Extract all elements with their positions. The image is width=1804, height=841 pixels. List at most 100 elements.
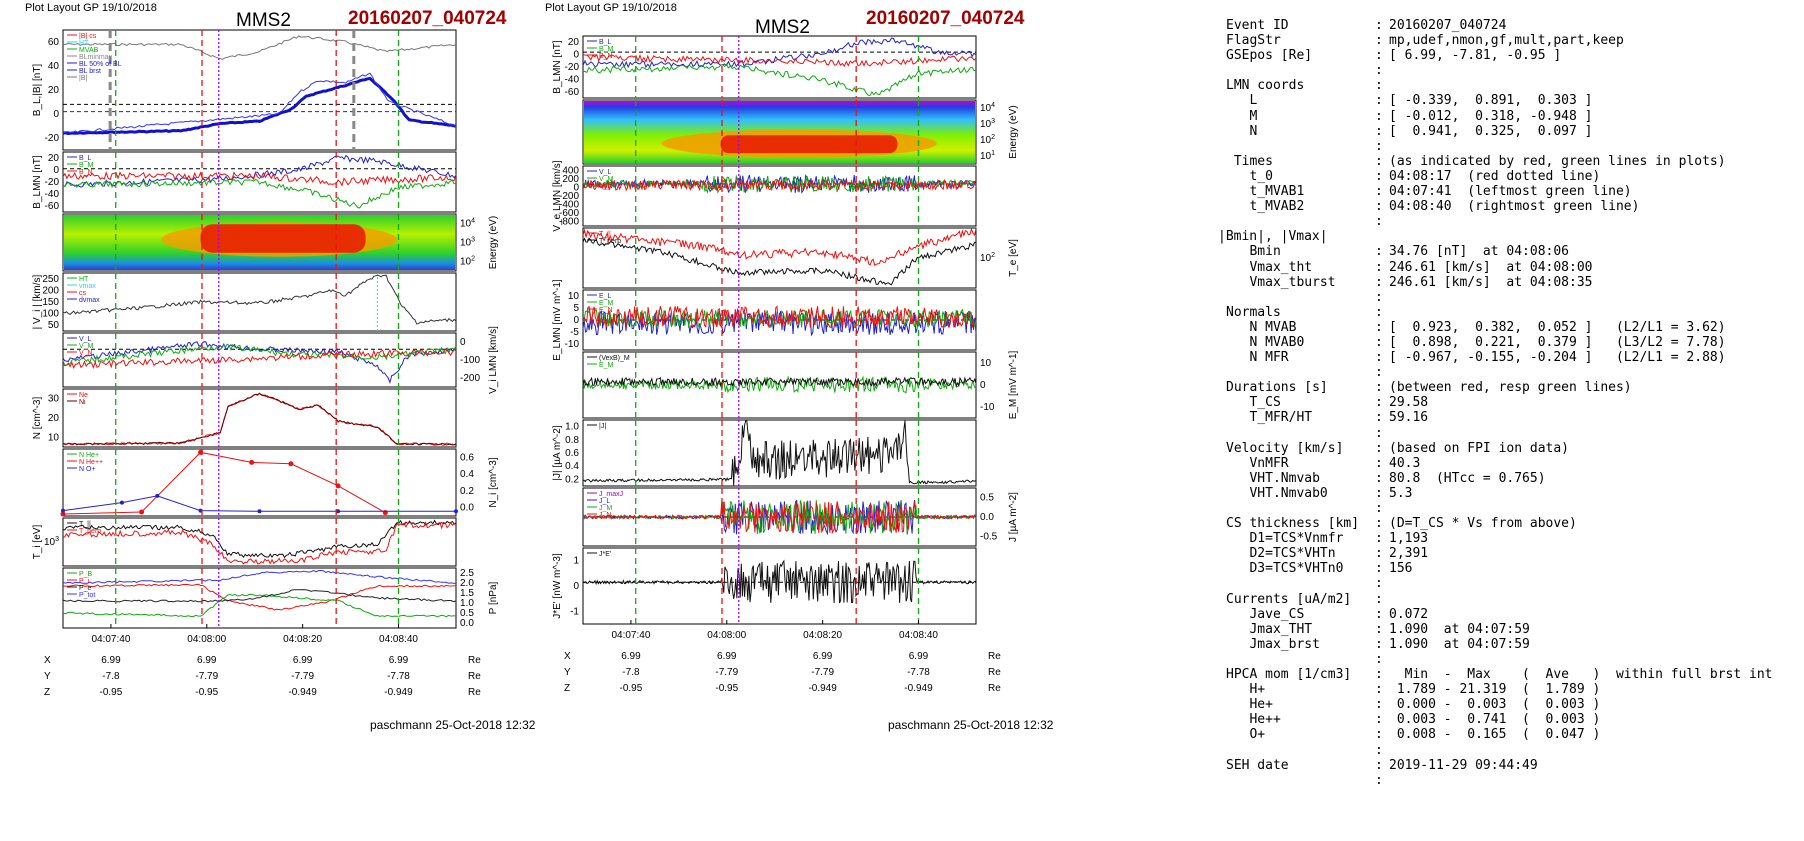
legend-label: B_L [79, 155, 92, 162]
panel-BL: 60 40 20 0 -20 B_L,|B| [nT] |B| csHTMVABBLminm… [32, 29, 457, 151]
summary-key: Jmax_brst [1226, 636, 1320, 652]
summary-row: N: [ 0.941, 0.325, 0.097 ] [1226, 124, 1773, 139]
series-Pi [62, 593, 457, 618]
summary-value: 1.090 at 04:07:59 [1389, 621, 1530, 637]
left-footer: paschmann 25-Oct-2018 12:32 [370, 718, 536, 732]
summary-row: |Bmin|, |Vmax| [1218, 229, 1773, 244]
summary-colon: : [1375, 501, 1383, 516]
summary-key: Bmin [1226, 244, 1281, 260]
summary-value: 04:08:40 (rightmost green line) [1389, 199, 1640, 215]
y-tick-label: 101 [980, 150, 995, 162]
y-tick-label: 0.5 [980, 493, 994, 504]
panel-frame [62, 388, 457, 448]
orbit-value: -0.949 [904, 683, 933, 694]
summary-row: SEH date:2019-11-29 09:44:49 [1226, 758, 1773, 773]
series-Tpar [62, 519, 457, 559]
summary-row: L: [ -0.339, 0.891, 0.303 ] [1226, 93, 1773, 108]
orbit-value: -7.79 [715, 667, 738, 678]
left-event-id: 20160207_040724 [348, 8, 507, 29]
legend-label: BL brst [79, 68, 101, 75]
summary-key: t_0 [1226, 168, 1273, 184]
x-tick-label: 04:07:40 [91, 634, 130, 645]
summary-value: 0.000 - 0.003 ( 0.003 ) [1389, 697, 1601, 713]
y-tick-label: 0.4 [565, 461, 579, 472]
summary-value: 20160207_040724 [1389, 18, 1507, 33]
legend-label: BLminmax [79, 54, 113, 61]
summary-row: Jmax_brst:1.090 at 04:07:59 [1226, 637, 1773, 652]
summary-key: FlagStr [1226, 33, 1281, 49]
legend-label: HT [79, 276, 89, 283]
y-tick-label: 0 [573, 182, 579, 193]
summary-value: 2019-11-29 09:44:49 [1389, 757, 1538, 773]
summary-key: He++ [1226, 712, 1281, 728]
orbit-value: -0.95 [100, 687, 123, 698]
summary-value: [ 0.898, 0.221, 0.379 ] (L3/L2 = 7.78) [1389, 334, 1726, 350]
summary-value: [ -0.012, 0.318, -0.948 ] [1389, 108, 1593, 124]
y-tick-label: 104 [980, 102, 995, 114]
summary-key: M [1226, 108, 1258, 124]
summary-row: : [1226, 290, 1773, 305]
summary-key: t_MVAB1 [1226, 184, 1305, 200]
summary-value: 29.58 [1389, 395, 1429, 411]
data-point [336, 509, 341, 514]
y-tick-exponent: 3 [471, 237, 475, 244]
summary-colon: : [1375, 153, 1383, 169]
summary-colon: : [1375, 78, 1383, 94]
legend-label: P_tot [79, 592, 95, 599]
panel-espec: 104 103 102 101 Energy (eV) [582, 99, 1019, 165]
series-Ni [62, 393, 457, 446]
legend-label: E_M [599, 300, 614, 307]
legend-label: T_perp [599, 238, 621, 245]
summary-value: 04:07:41 (leftmost green line) [1389, 184, 1632, 200]
panel-BLMN: 20 0-20-40 -60B_LMN [nT] B_LB_MB_N [552, 35, 977, 99]
orbit-unit: Re [468, 655, 481, 666]
orbit-label: Z [564, 683, 570, 694]
y-tick-label: -60 [565, 87, 580, 98]
panel-P: 2.52.01.51.00.50.0 P [nPa] P_BP_iP_eP_tot [62, 567, 499, 629]
y-tick-label: 40 [48, 61, 60, 72]
summary-colon: : [1375, 440, 1383, 456]
summary-value: 5.3 [1389, 485, 1413, 501]
summary-key: Velocity [km/s] [1226, 440, 1344, 456]
summary-key: N MVAB0 [1226, 334, 1305, 350]
y-tick-label: 200 [562, 174, 579, 185]
x-tick-label: 04:08:00 [187, 634, 226, 645]
y-tick-label: 0.4 [460, 469, 474, 480]
legend-label: E_N [599, 307, 613, 314]
y-tick-label: 0.0 [460, 503, 474, 514]
y-tick-label: 0 [53, 165, 59, 176]
summary-colon: : [1375, 334, 1383, 350]
series-Tpar [582, 227, 977, 267]
orbit-value: -0.95 [195, 687, 218, 698]
series-EN [582, 305, 977, 330]
summary-key: Normals [1226, 304, 1281, 320]
legend-label: B_N [79, 169, 93, 176]
y-tick-label: 30 [48, 394, 60, 405]
summary-value: Min - Max ( Ave ) within full brst int [1389, 667, 1773, 683]
y-tick-label: 1.5 [460, 588, 474, 599]
y-axis-label: | V_i | [km/s] [32, 274, 43, 329]
legend-label: J*E' [599, 551, 611, 558]
summary-row: O+: 0.008 - 0.165 ( 0.047 ) [1226, 727, 1773, 742]
summary-key: Durations [s] [1226, 380, 1328, 396]
spectrogram-core [720, 135, 898, 154]
y-tick-label: 102 [980, 134, 995, 146]
summary-colon: : [1375, 63, 1383, 79]
middle-spacecraft-label: MMS2 [755, 17, 810, 38]
y-tick-label: 0.2 [565, 474, 579, 485]
x-tick-label: 04:08:00 [707, 630, 746, 641]
series-BM [62, 170, 457, 187]
y-tick-exponent: 4 [991, 102, 995, 109]
summary-row: He+: 0.000 - 0.003 ( 0.003 ) [1226, 697, 1773, 712]
y-tick-label: 20 [48, 153, 60, 164]
summary-value: 40.3 [1389, 455, 1421, 471]
x-tick-label: 04:08:20 [283, 634, 322, 645]
x-tick-label: 04:08:20 [803, 630, 842, 641]
orbit-value: -0.949 [808, 683, 837, 694]
x-tick-label: 04:08:40 [899, 630, 938, 641]
legend-label: |B| cs [79, 33, 97, 40]
legend-label: BL 50% of BL [79, 61, 122, 68]
legend-label: V_M [79, 343, 94, 350]
summary-row: T_MFR/HT:59.16 [1226, 410, 1773, 425]
